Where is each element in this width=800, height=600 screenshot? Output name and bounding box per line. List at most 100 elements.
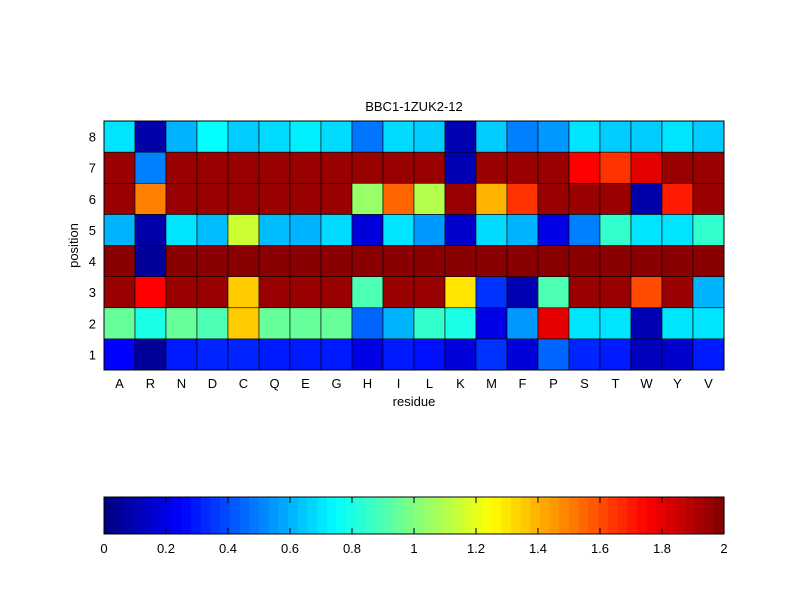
- colorbar-swatch: [656, 497, 667, 534]
- heatmap-cell: [599, 307, 632, 340]
- heatmap-cell: [258, 182, 291, 215]
- heatmap-cell: [537, 120, 570, 153]
- colorbar-swatch: [539, 497, 551, 534]
- heatmap-cell: [537, 276, 570, 309]
- heatmap-cell: [196, 182, 229, 215]
- x-tick-label: L: [426, 376, 433, 391]
- colorbar-swatch: [617, 497, 628, 534]
- heatmap-cell: [165, 151, 198, 184]
- x-tick-label: P: [549, 376, 558, 391]
- heatmap-cell: [289, 276, 322, 309]
- heatmap-cell: [661, 276, 694, 309]
- heatmap-cell: [134, 182, 167, 215]
- colorbar-swatch: [646, 497, 657, 534]
- heatmap-cell: [661, 214, 694, 246]
- x-tick-label: T: [612, 376, 620, 391]
- colorbar-swatch: [530, 497, 541, 534]
- colorbar-swatch: [423, 497, 434, 534]
- heatmap-cell: [289, 151, 322, 184]
- colorbar-tick-label: 0.4: [219, 541, 237, 556]
- heatmap-cell: [568, 151, 601, 184]
- heatmap-cell: [506, 151, 539, 184]
- heatmap-cell: [320, 276, 353, 309]
- heatmap-cell: [475, 276, 508, 309]
- colorbar-swatch: [278, 497, 289, 534]
- heatmap-cell: [568, 182, 601, 215]
- heatmap-cell: [227, 338, 260, 371]
- heatmap-cells: [103, 120, 725, 371]
- colorbar-tick-label: 0: [100, 541, 107, 556]
- heatmap-cell: [568, 338, 601, 371]
- y-tick-label: 5: [89, 223, 96, 238]
- colorbar-swatch: [113, 497, 124, 534]
- colorbar-swatch: [443, 497, 454, 534]
- heatmap-cell: [661, 120, 694, 153]
- heatmap-cell: [599, 245, 632, 277]
- colorbar-swatch: [452, 497, 464, 534]
- heatmap-cell: [506, 338, 539, 371]
- heatmap-cell: [692, 338, 725, 371]
- heatmap-cell: [537, 307, 570, 340]
- heatmap-cell: [661, 182, 694, 215]
- heatmap-cell: [196, 338, 229, 371]
- colorbar-tick-label: 1.8: [653, 541, 671, 556]
- x-tick-label: H: [363, 376, 372, 391]
- colorbar-tick-label: 0.6: [281, 541, 299, 556]
- colorbar-swatch: [249, 497, 260, 534]
- heatmap-cell: [413, 245, 446, 277]
- heatmap-cell: [227, 214, 260, 246]
- heatmap-cell: [258, 120, 291, 153]
- colorbar-swatch: [384, 497, 396, 534]
- heatmap-cell: [320, 120, 353, 153]
- y-tick-label: 6: [89, 192, 96, 207]
- heatmap-cell: [506, 245, 539, 277]
- colorbar-swatch: [104, 497, 115, 534]
- chart-title: BBC1-1ZUK2-12: [365, 99, 463, 114]
- colorbar-swatch: [481, 497, 493, 534]
- heatmap-cell: [599, 276, 632, 309]
- heatmap-cell: [692, 245, 725, 277]
- x-tick-label: Q: [269, 376, 279, 391]
- colorbar-swatch: [346, 497, 357, 534]
- heatmap-cell: [320, 245, 353, 277]
- heatmap-cell: [196, 276, 229, 309]
- heatmap-cell: [289, 245, 322, 277]
- y-tick-label: 2: [89, 316, 96, 331]
- colorbar-swatch: [520, 497, 531, 534]
- colorbar-swatch: [259, 497, 270, 534]
- heatmap-cell: [382, 120, 415, 153]
- colorbar-swatch: [462, 497, 473, 534]
- heatmap-cell: [568, 120, 601, 153]
- x-tick-label: Y: [673, 376, 682, 391]
- colorbar-swatch: [598, 497, 609, 534]
- heatmap-cell: [413, 214, 446, 246]
- colorbar-swatch: [288, 497, 299, 534]
- heatmap-cell: [227, 120, 260, 153]
- colorbar-tick-label: 2: [720, 541, 727, 556]
- colorbar-swatch: [627, 497, 638, 534]
- heatmap-cell: [103, 276, 136, 309]
- heatmap-cell: [537, 214, 570, 246]
- heatmap-cell: [630, 338, 663, 371]
- colorbar-swatch: [665, 497, 677, 534]
- heatmap-cell: [227, 151, 260, 184]
- heatmap-cell: [227, 245, 260, 277]
- colorbar-swatch: [569, 497, 580, 534]
- heatmap-cell: [537, 245, 570, 277]
- x-tick-label: G: [331, 376, 341, 391]
- heatmap-cell: [661, 338, 694, 371]
- heatmap-cell: [196, 120, 229, 153]
- y-tick-label: 7: [89, 161, 96, 176]
- heatmap-cell: [444, 214, 477, 246]
- colorbar-swatch: [559, 497, 570, 534]
- y-tick-label: 1: [89, 347, 96, 362]
- x-tick-label: R: [146, 376, 155, 391]
- colorbar-swatch: [239, 497, 250, 534]
- heatmap-cell: [413, 182, 446, 215]
- heatmap-cell: [258, 151, 291, 184]
- colorbar-swatch: [162, 497, 173, 534]
- heatmap-cell: [134, 151, 167, 184]
- colorbar-swatch: [171, 497, 183, 534]
- heatmap-cell: [227, 307, 260, 340]
- colorbar-swatch: [133, 497, 144, 534]
